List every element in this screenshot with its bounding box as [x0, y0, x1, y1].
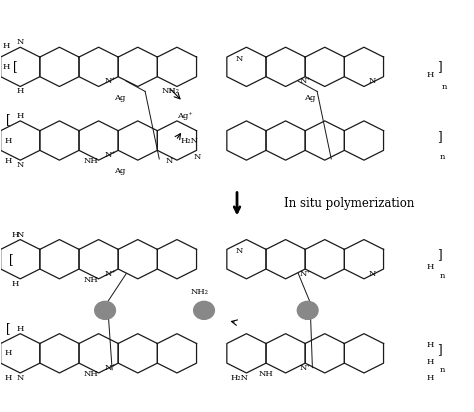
Text: NH: NH: [259, 370, 273, 378]
Text: N: N: [17, 38, 24, 46]
Text: N: N: [17, 231, 24, 239]
Text: N: N: [193, 153, 201, 161]
Text: H: H: [5, 349, 12, 357]
Text: ]: ]: [438, 343, 442, 356]
Text: [: [: [13, 61, 18, 73]
Text: NH: NH: [83, 157, 98, 165]
Text: H: H: [2, 42, 10, 50]
Text: In situ polymerization: In situ polymerization: [284, 197, 414, 211]
Text: Ag: Ag: [302, 307, 313, 314]
Text: N: N: [17, 374, 24, 382]
Text: H: H: [427, 71, 434, 79]
Circle shape: [297, 301, 318, 319]
Text: Ag: Ag: [100, 307, 111, 314]
Text: N: N: [236, 247, 243, 255]
Text: [: [: [9, 253, 13, 266]
Text: N: N: [17, 161, 24, 169]
Text: N⁺: N⁺: [299, 364, 311, 372]
Text: H: H: [17, 325, 24, 333]
Text: H: H: [2, 63, 10, 71]
Text: H: H: [427, 374, 434, 382]
Text: Ag: Ag: [114, 94, 126, 101]
Text: NH₂: NH₂: [190, 288, 208, 296]
Text: N⁺: N⁺: [104, 364, 116, 372]
Text: Ag: Ag: [198, 307, 210, 314]
Circle shape: [95, 301, 116, 319]
Text: H: H: [5, 157, 12, 165]
Text: H₂N: H₂N: [181, 136, 199, 145]
Text: N⁺: N⁺: [299, 77, 311, 85]
Text: H: H: [17, 112, 24, 120]
Text: NH₂: NH₂: [162, 87, 180, 96]
Text: Ag: Ag: [304, 94, 316, 101]
Text: H: H: [17, 87, 24, 96]
Text: [: [: [6, 114, 11, 126]
Text: H: H: [5, 136, 12, 145]
Text: H: H: [427, 341, 434, 349]
Text: ]: ]: [438, 61, 442, 73]
Text: n: n: [442, 83, 447, 91]
Text: n: n: [439, 153, 445, 161]
Text: N: N: [236, 55, 243, 63]
Text: n: n: [439, 272, 445, 280]
Text: n: n: [439, 366, 445, 374]
Text: NH: NH: [83, 370, 98, 378]
Text: H: H: [5, 374, 12, 382]
Text: Ag: Ag: [114, 167, 126, 175]
Text: [: [: [6, 322, 11, 335]
Text: NH: NH: [83, 276, 98, 283]
Text: H: H: [12, 231, 19, 239]
Text: H: H: [427, 263, 434, 272]
Text: N: N: [368, 77, 375, 85]
Text: N⁺: N⁺: [104, 269, 116, 278]
Text: H₂N: H₂N: [230, 374, 248, 382]
Text: ]: ]: [438, 130, 442, 143]
Text: N: N: [368, 269, 375, 278]
Circle shape: [194, 301, 214, 319]
Text: H: H: [427, 358, 434, 365]
Text: N⁺: N⁺: [104, 151, 116, 159]
Text: N⁺: N⁺: [299, 269, 311, 278]
Text: N⁺: N⁺: [104, 77, 116, 85]
Text: H: H: [12, 280, 19, 288]
Text: N: N: [165, 157, 173, 165]
Text: ]: ]: [438, 248, 442, 262]
Text: Ag⁺: Ag⁺: [177, 112, 193, 120]
